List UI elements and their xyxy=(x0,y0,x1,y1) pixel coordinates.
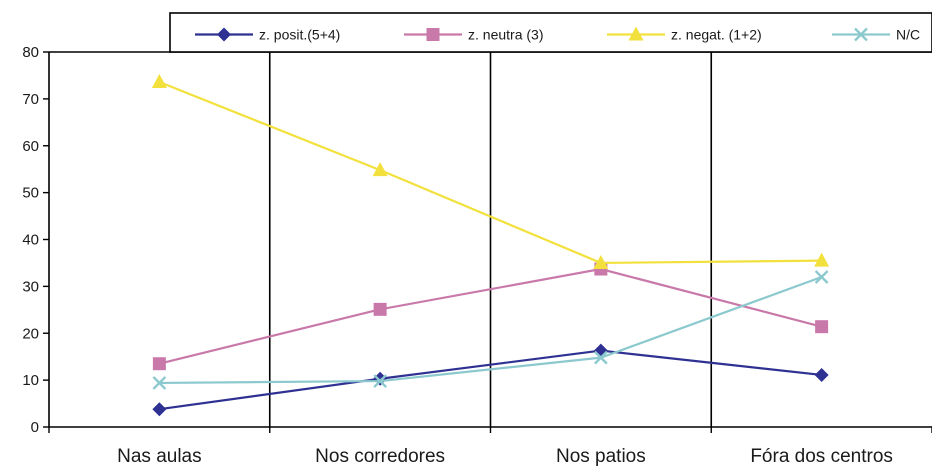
data-point xyxy=(152,376,167,390)
data-point xyxy=(814,270,829,284)
data-point xyxy=(372,162,388,177)
legend-marker xyxy=(628,26,644,41)
legend-label: z. neutra (3) xyxy=(468,27,543,43)
legend-entry: z. neutra (3) xyxy=(404,27,543,43)
legend-label: z. posit.(5+4) xyxy=(259,27,340,43)
series-line xyxy=(159,267,822,365)
y-tick-label: 0 xyxy=(31,419,39,436)
data-point xyxy=(373,302,387,316)
data-point xyxy=(594,350,608,365)
data-point xyxy=(152,357,166,371)
legend-label: z. negat. (1+2) xyxy=(671,27,762,43)
x-tick-label: Nas aulas xyxy=(117,446,202,467)
legend-marker xyxy=(426,28,440,41)
y-tick-label: 50 xyxy=(22,185,39,202)
data-point xyxy=(152,402,167,417)
x-tick-label: Nos corredores xyxy=(315,446,445,467)
data-point xyxy=(815,320,829,334)
data-point xyxy=(593,254,609,269)
data-point xyxy=(151,74,167,88)
legend-marker xyxy=(217,27,231,42)
legend-box xyxy=(169,12,932,53)
x-tick-label: Nos patios xyxy=(556,446,646,467)
legend: z. posit.(5+4) z. neutra (3) z. negat. (1+… xyxy=(169,12,932,53)
data-point xyxy=(814,367,829,382)
legend-label: N/C xyxy=(896,27,920,43)
series-layer xyxy=(151,74,830,417)
legend-entry: z. posit.(5+4) xyxy=(195,27,340,43)
data-point xyxy=(373,374,387,388)
y-tick-label: 10 xyxy=(22,372,39,389)
y-tick-label: 30 xyxy=(22,278,39,295)
series-line xyxy=(158,80,822,265)
x-tick-label: Fóra dos centros xyxy=(750,446,893,467)
y-tick-label: 40 xyxy=(22,232,39,249)
axis-layer: 0 10 20 30 40 50 60 70 80 Nas aulas Nos corredores… xyxy=(22,44,932,467)
y-tick-label: 20 xyxy=(22,325,39,342)
series-2 xyxy=(151,74,830,269)
y-tick-label: 70 xyxy=(22,91,39,108)
y-tick-label: 60 xyxy=(22,138,39,155)
legend-entry: z. negat. (1+2) xyxy=(607,26,762,43)
data-point xyxy=(373,371,388,386)
grid-layer xyxy=(49,51,932,427)
y-tick-label: 80 xyxy=(22,44,39,61)
legend-entry: N/C xyxy=(832,27,920,43)
series-line xyxy=(159,349,822,411)
data-point xyxy=(814,252,830,267)
series-3 xyxy=(152,270,829,390)
series-line xyxy=(159,275,823,385)
legend-marker xyxy=(854,27,868,42)
